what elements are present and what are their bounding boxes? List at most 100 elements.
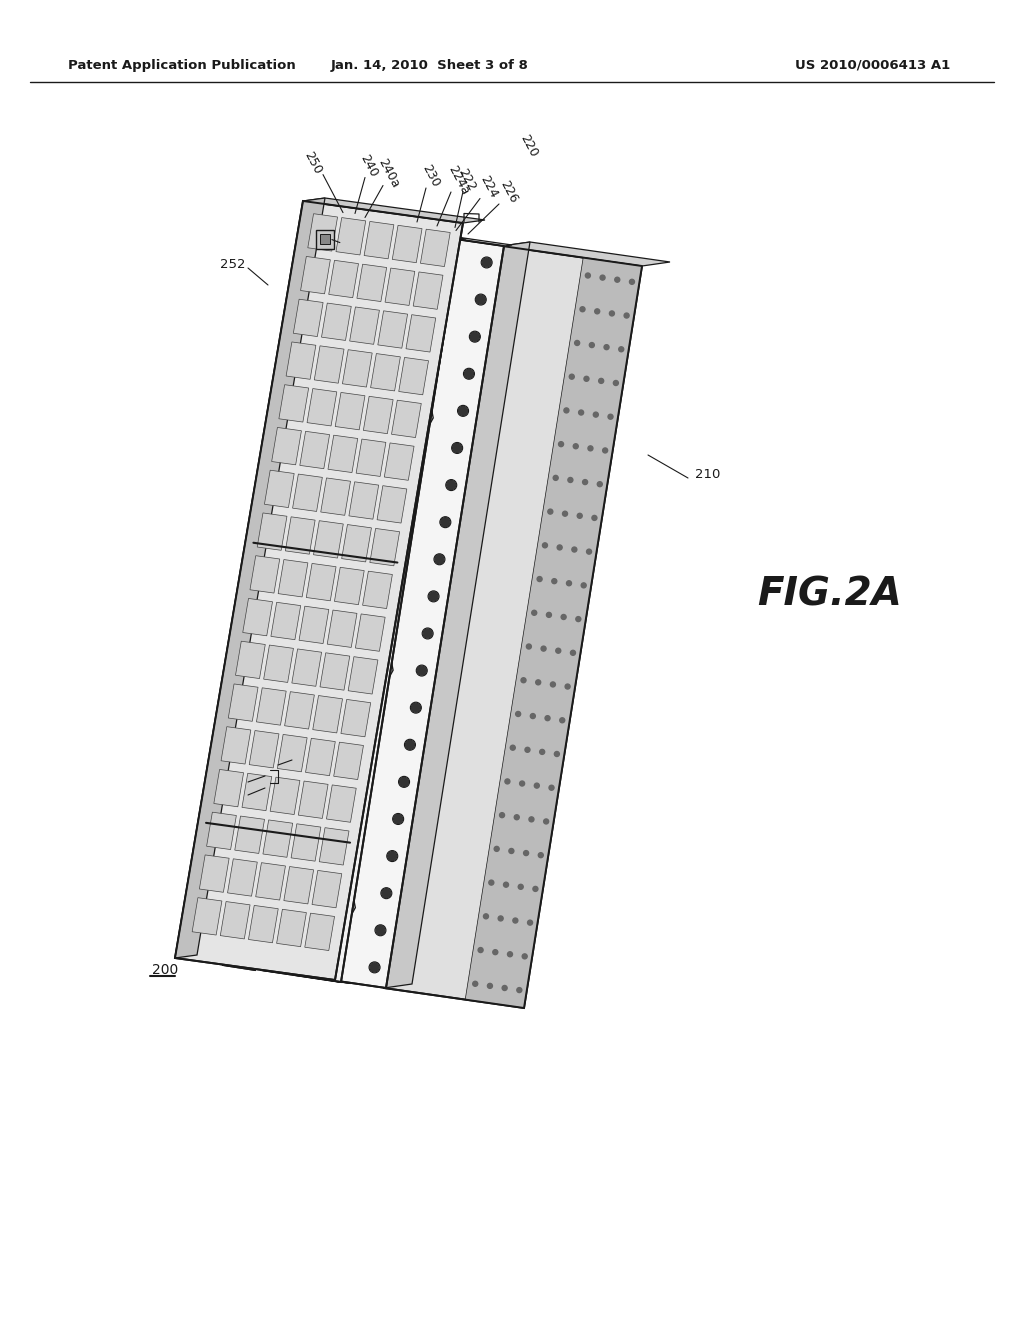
Circle shape: [346, 694, 355, 702]
Polygon shape: [308, 214, 338, 251]
Text: US 2010/0006413 A1: US 2010/0006413 A1: [795, 58, 950, 71]
Circle shape: [609, 312, 614, 315]
Circle shape: [493, 949, 498, 954]
Circle shape: [339, 883, 346, 891]
Circle shape: [434, 290, 442, 298]
Circle shape: [337, 960, 344, 966]
Circle shape: [509, 849, 514, 854]
Circle shape: [358, 619, 368, 628]
Circle shape: [526, 644, 531, 649]
Circle shape: [376, 925, 385, 935]
Circle shape: [580, 306, 585, 312]
Circle shape: [502, 986, 507, 990]
Circle shape: [394, 397, 402, 407]
Circle shape: [354, 847, 361, 855]
Circle shape: [418, 248, 426, 257]
Circle shape: [514, 814, 519, 820]
Circle shape: [588, 446, 593, 451]
Polygon shape: [263, 820, 293, 857]
Circle shape: [268, 949, 275, 957]
Polygon shape: [200, 855, 229, 892]
Circle shape: [530, 714, 536, 718]
Circle shape: [408, 513, 415, 521]
Circle shape: [583, 479, 588, 484]
Text: 222: 222: [456, 166, 478, 193]
Circle shape: [604, 345, 609, 350]
Circle shape: [356, 772, 364, 779]
Polygon shape: [371, 354, 400, 391]
Circle shape: [554, 751, 559, 756]
Polygon shape: [223, 223, 373, 970]
Circle shape: [346, 846, 353, 854]
Circle shape: [498, 916, 503, 921]
Polygon shape: [220, 902, 250, 939]
Circle shape: [547, 612, 552, 618]
Circle shape: [420, 440, 427, 446]
Circle shape: [538, 577, 542, 582]
Circle shape: [593, 412, 598, 417]
Polygon shape: [293, 300, 324, 337]
Circle shape: [527, 920, 532, 925]
Circle shape: [388, 434, 397, 444]
Circle shape: [536, 680, 541, 685]
Circle shape: [439, 252, 446, 260]
Circle shape: [539, 853, 544, 858]
Circle shape: [624, 313, 629, 318]
Polygon shape: [228, 684, 258, 721]
Circle shape: [521, 677, 526, 682]
Polygon shape: [384, 246, 642, 1008]
Circle shape: [362, 355, 371, 363]
Circle shape: [574, 341, 580, 346]
Polygon shape: [221, 727, 251, 764]
Circle shape: [578, 513, 583, 519]
Circle shape: [584, 376, 589, 381]
Circle shape: [399, 777, 409, 787]
Circle shape: [380, 623, 387, 631]
Circle shape: [522, 954, 527, 958]
Circle shape: [403, 475, 411, 482]
Circle shape: [613, 380, 618, 385]
Circle shape: [375, 661, 383, 669]
Circle shape: [579, 411, 584, 414]
Circle shape: [569, 374, 574, 379]
Circle shape: [437, 329, 444, 335]
Polygon shape: [406, 314, 436, 352]
Circle shape: [329, 805, 338, 814]
Polygon shape: [384, 242, 530, 987]
Circle shape: [422, 364, 428, 371]
Polygon shape: [336, 218, 366, 255]
Polygon shape: [364, 396, 393, 434]
Circle shape: [334, 920, 342, 928]
Circle shape: [335, 768, 344, 777]
Polygon shape: [293, 474, 323, 511]
Circle shape: [513, 917, 518, 923]
Polygon shape: [312, 870, 342, 908]
Circle shape: [417, 401, 425, 409]
Polygon shape: [175, 201, 463, 979]
Polygon shape: [336, 239, 468, 983]
Polygon shape: [271, 602, 301, 640]
Circle shape: [465, 370, 473, 379]
Polygon shape: [502, 242, 670, 267]
Circle shape: [382, 471, 391, 480]
Polygon shape: [414, 232, 512, 246]
Circle shape: [357, 772, 366, 780]
Circle shape: [508, 952, 512, 957]
Circle shape: [315, 652, 324, 660]
Circle shape: [286, 837, 294, 845]
Polygon shape: [391, 400, 421, 437]
Polygon shape: [349, 308, 380, 345]
Polygon shape: [236, 642, 265, 678]
Text: 200: 200: [152, 964, 178, 977]
Circle shape: [590, 343, 594, 347]
Circle shape: [553, 475, 558, 480]
Polygon shape: [264, 470, 294, 508]
Polygon shape: [279, 560, 308, 597]
Polygon shape: [314, 346, 344, 383]
Circle shape: [378, 700, 385, 706]
Circle shape: [292, 800, 300, 808]
Circle shape: [352, 657, 361, 665]
Circle shape: [450, 255, 456, 261]
Polygon shape: [313, 520, 343, 558]
Circle shape: [441, 517, 450, 527]
